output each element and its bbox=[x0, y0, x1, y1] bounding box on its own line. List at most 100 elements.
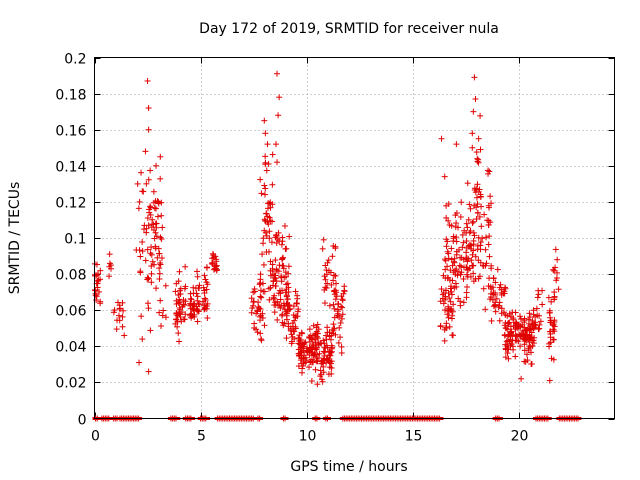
data-point bbox=[156, 275, 163, 282]
data-point bbox=[452, 212, 459, 219]
data-point bbox=[463, 294, 470, 301]
data-point bbox=[469, 144, 476, 151]
data-point bbox=[493, 295, 500, 302]
data-point bbox=[279, 234, 286, 241]
data-point bbox=[440, 300, 447, 307]
data-point bbox=[550, 326, 557, 333]
data-point bbox=[322, 276, 329, 283]
data-point bbox=[149, 258, 156, 265]
data-point bbox=[459, 244, 466, 251]
data-point bbox=[464, 180, 471, 187]
data-point bbox=[330, 243, 337, 250]
data-point bbox=[492, 299, 499, 306]
axis-ticks: 0 0.02 0.04 0.06 0.08 0.1 0.12 0.14 0.16 0.18 0.2 0… bbox=[55, 52, 615, 445]
data-point bbox=[264, 205, 271, 212]
data-point bbox=[334, 306, 341, 313]
data-point bbox=[339, 297, 346, 304]
data-point bbox=[526, 310, 533, 317]
data-point bbox=[523, 327, 530, 334]
data-point bbox=[441, 307, 448, 314]
data-point bbox=[155, 245, 162, 252]
data-point bbox=[551, 267, 558, 274]
data-point bbox=[472, 189, 479, 196]
data-point bbox=[470, 218, 477, 225]
data-point bbox=[554, 256, 561, 263]
data-point bbox=[152, 205, 159, 212]
data-point bbox=[306, 364, 313, 371]
data-point bbox=[201, 302, 208, 309]
data-point bbox=[453, 220, 460, 227]
data-point bbox=[529, 317, 536, 324]
data-point bbox=[453, 234, 460, 241]
data-point bbox=[477, 239, 484, 246]
data-point bbox=[328, 342, 335, 349]
data-point bbox=[471, 232, 478, 239]
data-point bbox=[148, 251, 155, 258]
data-point bbox=[527, 349, 534, 356]
data-point bbox=[530, 337, 537, 344]
data-point bbox=[457, 213, 464, 220]
data-point bbox=[274, 236, 281, 243]
data-point bbox=[285, 270, 292, 277]
data-point bbox=[555, 286, 562, 293]
data-point bbox=[284, 296, 291, 303]
data-point bbox=[300, 360, 307, 367]
data-point bbox=[507, 333, 514, 340]
data-point bbox=[269, 201, 276, 208]
data-point bbox=[194, 273, 201, 280]
x-tick-label: 20 bbox=[511, 429, 529, 445]
data-point bbox=[448, 245, 455, 252]
data-point bbox=[478, 223, 485, 230]
data-point bbox=[439, 291, 446, 298]
data-point bbox=[475, 135, 482, 142]
data-point bbox=[306, 326, 313, 333]
data-point bbox=[153, 233, 160, 240]
data-point bbox=[463, 264, 470, 271]
data-point bbox=[518, 375, 525, 382]
data-point bbox=[255, 299, 262, 306]
data-point bbox=[266, 235, 273, 242]
data-point bbox=[533, 305, 540, 312]
data-point bbox=[470, 108, 477, 115]
data-point bbox=[275, 112, 282, 119]
data-point bbox=[258, 336, 265, 343]
data-point bbox=[438, 135, 445, 142]
data-point bbox=[266, 200, 273, 207]
data-point bbox=[290, 312, 297, 319]
data-point bbox=[271, 302, 278, 309]
data-point bbox=[469, 251, 476, 258]
data-point bbox=[261, 288, 268, 295]
data-point bbox=[453, 141, 460, 148]
data-point bbox=[262, 153, 269, 160]
data-point bbox=[322, 262, 329, 269]
data-point bbox=[138, 169, 145, 176]
data-point bbox=[144, 77, 151, 84]
data-point bbox=[148, 244, 155, 251]
data-point bbox=[313, 357, 320, 364]
data-point bbox=[457, 254, 464, 261]
data-point bbox=[323, 271, 330, 278]
data-point bbox=[549, 322, 556, 329]
data-point bbox=[464, 273, 471, 280]
data-point bbox=[173, 316, 180, 323]
data-point bbox=[259, 251, 266, 258]
data-point bbox=[336, 324, 343, 331]
data-point bbox=[280, 322, 287, 329]
data-point bbox=[494, 266, 501, 273]
data-point bbox=[447, 298, 454, 305]
data-point bbox=[272, 257, 279, 264]
data-point bbox=[274, 267, 281, 274]
data-point bbox=[488, 262, 495, 269]
data-point bbox=[327, 269, 334, 276]
data-point bbox=[318, 360, 325, 367]
data-point bbox=[445, 217, 452, 224]
data-point bbox=[498, 305, 505, 312]
y-tick-label: 0.06 bbox=[55, 304, 86, 320]
data-point bbox=[437, 298, 444, 305]
data-point bbox=[547, 330, 554, 337]
data-point bbox=[470, 247, 477, 254]
data-point bbox=[505, 355, 512, 362]
data-point bbox=[319, 357, 326, 364]
data-point bbox=[260, 261, 267, 268]
data-point bbox=[159, 312, 166, 319]
